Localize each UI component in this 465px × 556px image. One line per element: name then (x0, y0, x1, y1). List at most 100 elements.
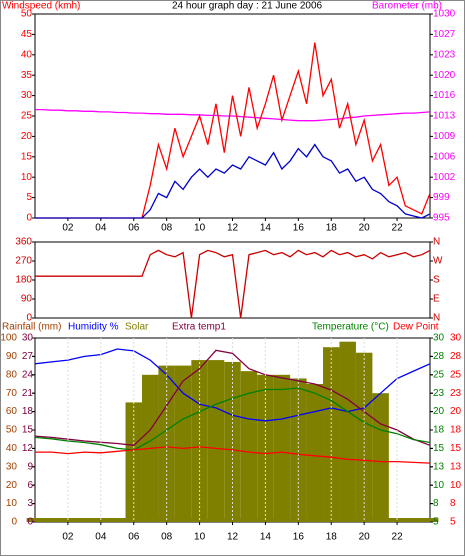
y-tick-label: 15 (450, 443, 462, 454)
legend-label: Dew Point (393, 322, 439, 333)
y-tick-label: 270 (15, 256, 32, 267)
y2-axis-title: Barometer (mb) (372, 1, 442, 12)
legend-label: Solar (125, 322, 149, 333)
bar (273, 374, 291, 522)
y-tick-label: 1020 (433, 70, 456, 81)
y-tick-label: 25 (21, 111, 33, 122)
bar (109, 518, 126, 522)
y-tick-label: 1023 (433, 49, 456, 60)
y-tick-label: 25 (450, 369, 462, 380)
x-tick-label: 10 (194, 532, 206, 543)
legend-label: Extra temp1 (172, 322, 226, 333)
y-tick-label: 1009 (433, 131, 456, 142)
y-tick-label: 50 (6, 425, 18, 436)
bar (207, 360, 225, 522)
y-tick-label: 5 (26, 192, 32, 203)
x-tick-label: 10 (194, 223, 206, 234)
y-tick-label: 28 (433, 351, 445, 362)
plot-area (34, 241, 431, 319)
y-tick-label: 5 (433, 517, 439, 528)
y-tick-label: 70 (6, 388, 18, 399)
bar (257, 374, 274, 522)
y-tick-label: 18 (22, 406, 34, 417)
y-tick-label: 13 (433, 461, 445, 472)
y-tick-label: 27 (22, 351, 34, 362)
y-tick-label: 30 (21, 90, 33, 101)
y-tick-label: 8 (450, 498, 456, 509)
y-tick-label: 20 (450, 406, 462, 417)
y-tick-label: 30 (6, 461, 18, 472)
y-tick-label: 25 (433, 369, 445, 380)
y-tick-label: 23 (433, 388, 445, 399)
y-tick-label: 0 (26, 213, 32, 224)
y-tick-label: 21 (22, 388, 34, 399)
y-tick-label: 40 (6, 443, 18, 454)
x-tick-label: 14 (260, 223, 272, 234)
y-tick-label: 60 (6, 406, 18, 417)
y-tick-label: 13 (450, 461, 462, 472)
series-line (35, 446, 431, 464)
x-tick-label: 04 (95, 223, 107, 234)
y-tick-label: 18 (433, 425, 445, 436)
x-tick-label: 22 (392, 223, 404, 234)
y-tick-label: 10 (450, 480, 462, 491)
y-tick-label: 30 (22, 333, 34, 344)
y-tick-label: 50 (21, 9, 33, 20)
y-tick-label: S (433, 275, 440, 286)
x-tick-label: 08 (161, 532, 173, 543)
y-tick-label: 9 (27, 461, 33, 472)
y-tick-label: 18 (450, 425, 462, 436)
x-tick-label: 02 (62, 223, 74, 234)
bar (174, 365, 192, 522)
chart-title: 24 hour graph day : 21 June 2006 (172, 1, 323, 12)
legend-label: Rainfall (mm) (2, 322, 61, 333)
y-tick-label: 80 (6, 369, 18, 380)
bar (224, 361, 241, 522)
x-tick-label: 14 (260, 532, 272, 543)
x-tick-label: 12 (227, 223, 239, 234)
x-tick-label: 06 (128, 532, 140, 543)
y-tick-label: 1006 (433, 151, 456, 162)
y-tick-label: 995 (433, 213, 450, 224)
bar (405, 518, 422, 522)
y-tick-label: 1027 (433, 29, 456, 40)
y-tick-label: N (433, 237, 440, 248)
x-tick-label: 02 (62, 532, 74, 543)
y-tick-label: 5 (450, 517, 456, 528)
x-tick-label: 12 (227, 532, 239, 543)
x-tick-label: 18 (326, 223, 338, 234)
y-tick-label: 360 (15, 237, 32, 248)
y-tick-label: W (433, 256, 443, 267)
bar (339, 341, 356, 522)
x-tick-label: 20 (359, 223, 371, 234)
bar (355, 352, 373, 522)
bar (372, 393, 389, 522)
y-tick-label: 10 (6, 498, 18, 509)
y-tick-label: 12 (22, 443, 34, 454)
y-tick-label: 1030 (433, 9, 456, 20)
y-tick-label: 100 (0, 333, 17, 344)
y-tick-label: 30 (450, 333, 462, 344)
x-tick-label: 04 (95, 532, 107, 543)
y-tick-label: 35 (21, 70, 33, 81)
legend-label: Humidity % (68, 322, 119, 333)
y-tick-label: 15 (21, 151, 33, 162)
y-tick-label: 30 (433, 333, 445, 344)
y-tick-label: 23 (450, 388, 462, 399)
x-tick-label: 20 (359, 532, 371, 543)
bar (26, 518, 44, 522)
y-tick-label: 3 (27, 498, 33, 509)
y-tick-label: 1016 (433, 90, 456, 101)
bar (76, 518, 93, 522)
y-tick-label: 0 (27, 517, 33, 528)
x-tick-label: 16 (293, 223, 305, 234)
x-tick-label: 06 (128, 223, 140, 234)
y-tick-label: 1013 (433, 111, 456, 122)
y-tick-label: 20 (21, 131, 33, 142)
y-tick-label: 180 (15, 275, 32, 286)
y-tick-label: 6 (27, 480, 33, 491)
y-tick-label: 0 (26, 313, 32, 324)
y-tick-label: 8 (433, 498, 439, 509)
legend-label: Temperature (°C) (312, 322, 389, 333)
